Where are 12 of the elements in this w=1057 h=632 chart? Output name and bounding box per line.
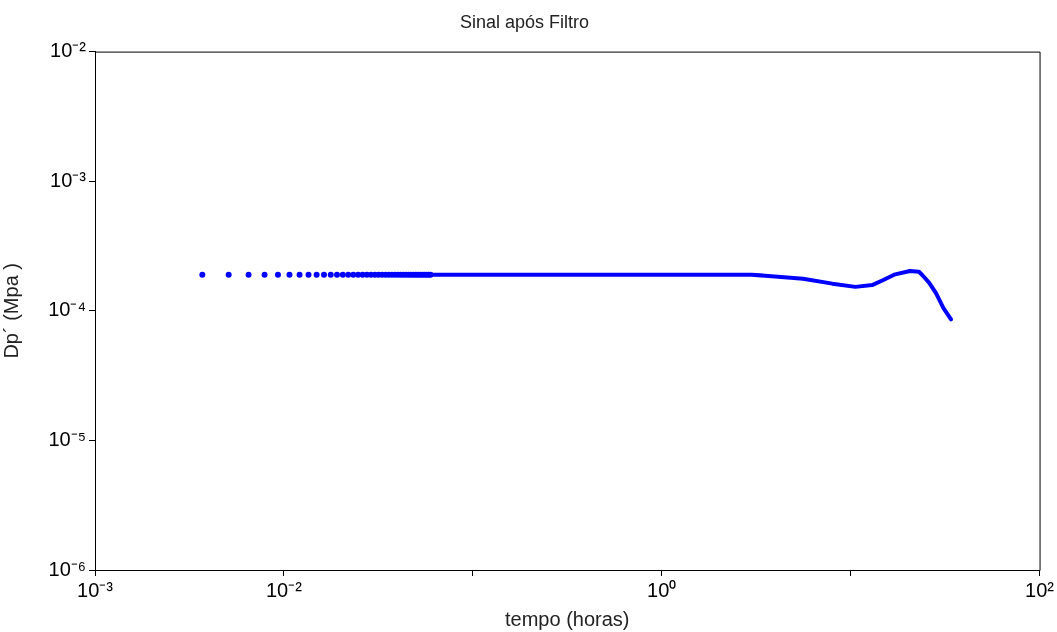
- y-tick-label: 10⁻⁵: [48, 427, 86, 450]
- x-tick-label: 10⁰: [647, 578, 677, 601]
- y-tick-label: 10⁻²: [50, 39, 87, 62]
- x-axis-title: tempo (horas): [505, 607, 630, 630]
- y-axis-title: Dp´ (Mpa ): [0, 263, 22, 359]
- x-tick-label: 10⁻³: [77, 578, 114, 601]
- y-tick-label: 10⁻³: [50, 168, 87, 191]
- chart-title: Sinal após Filtro: [459, 11, 590, 32]
- y-tick-label: 10⁻⁴: [48, 298, 86, 321]
- y-tick-label: 10⁻⁶: [48, 557, 86, 580]
- x-tick-label: 10⁻²: [265, 578, 303, 601]
- x-tick-label: 10²: [1025, 578, 1055, 601]
